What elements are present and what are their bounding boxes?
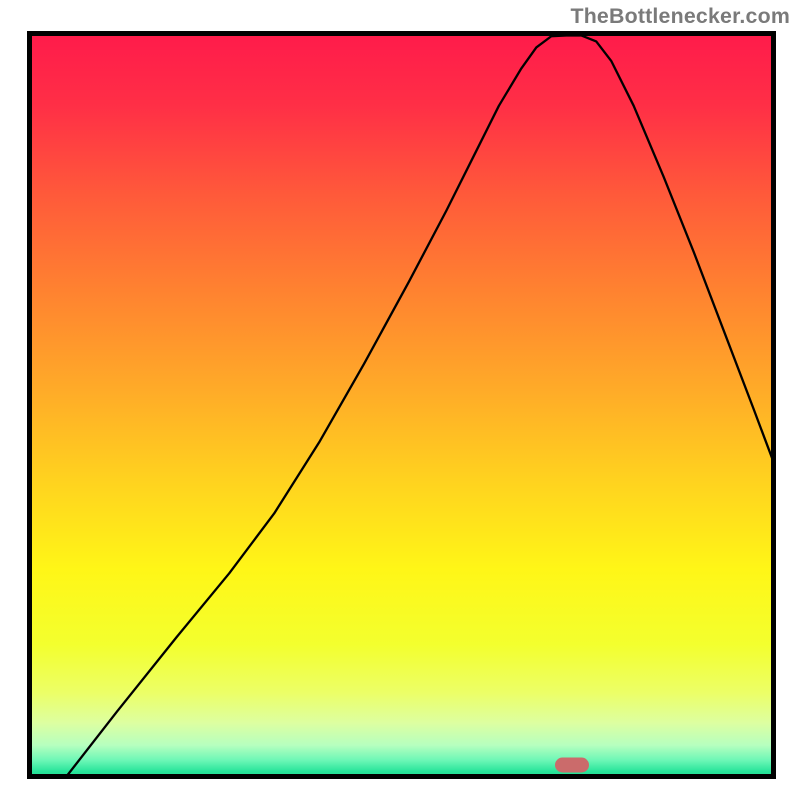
gradient-background [27, 31, 776, 779]
plot-area [27, 31, 776, 779]
watermark-text: TheBottlenecker.com [570, 4, 790, 29]
optimum-marker [555, 757, 589, 772]
chart-container: TheBottlenecker.com [0, 0, 800, 800]
